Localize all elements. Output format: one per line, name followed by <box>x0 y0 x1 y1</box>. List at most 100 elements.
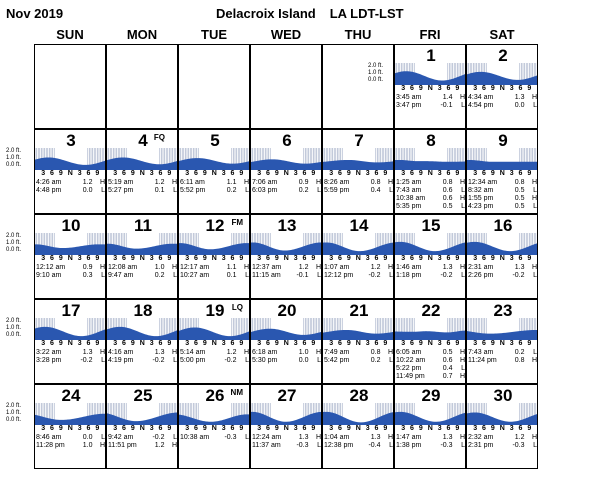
tide-curve <box>467 159 537 170</box>
tide-plot <box>395 148 465 170</box>
tide-type: L <box>317 272 321 279</box>
tide-list: 9:42 am -0.2 L 11:51 pm 1.2 H <box>108 434 177 450</box>
tide-type: L <box>101 187 105 194</box>
tide-row: 1:38 pm -0.3 L <box>396 442 465 450</box>
tide-type: H <box>171 264 177 271</box>
day-number: 15 <box>421 216 441 235</box>
tide-time: 4:48 pm <box>36 187 62 194</box>
tide-list: 7:43 am 0.2 L 11:24 pm 0.8 H <box>468 349 537 365</box>
tide-type: H <box>459 179 465 186</box>
tide-time: 9:42 am <box>108 434 134 441</box>
tide-type: H <box>315 434 321 441</box>
tide-curve <box>179 327 249 340</box>
tide-height: 0.2 <box>514 349 525 356</box>
tide-height: 0.5 <box>442 203 453 210</box>
tide-time: 12:12 pm <box>324 272 354 279</box>
hour-ticks: 3 6 9 N 3 6 9 <box>329 425 389 432</box>
tide-row: 11:24 pm 0.8 H <box>468 357 537 365</box>
tide-row: 4:19 pm -0.2 L <box>108 357 177 365</box>
tide-type: L <box>461 442 465 449</box>
tide-curve <box>395 71 465 85</box>
day-cell-1: 1 3 6 9 N 3 6 9 3:45 am 1.4 H 3:47 pm -0.1 L <box>394 44 466 129</box>
tide-curve <box>179 243 249 255</box>
day-cell-7: 7 3 6 9 N 3 6 9 8:26 am 0.8 H 5:59 pm 0.4 L <box>322 129 394 214</box>
tide-row: 3:28 pm -0.2 L <box>36 357 105 365</box>
tide-row: 5:14 am 1.2 H <box>180 349 249 357</box>
tide-height: -0.2 <box>80 357 93 364</box>
hour-ticks: 3 6 9 N 3 6 9 <box>113 170 173 177</box>
tide-curve <box>251 242 321 255</box>
tide-type: H <box>387 179 393 186</box>
day-number: 16 <box>493 216 513 235</box>
tide-row: 8:32 am 0.5 L <box>468 187 537 195</box>
day-number: 30 <box>493 386 513 405</box>
tide-row: 12:12 pm -0.2 L <box>324 272 393 280</box>
tide-curve <box>179 414 249 425</box>
hour-ticks: 3 6 9 N 3 6 9 <box>401 425 461 432</box>
tide-time: 4:16 am <box>108 349 134 356</box>
tide-height: -0.3 <box>296 442 309 449</box>
tide-time: 12:12 am <box>36 264 66 271</box>
tide-type: L <box>101 434 105 441</box>
tide-list: 1:07 am 1.2 H 12:12 pm -0.2 L <box>324 264 393 280</box>
tide-time: 5:42 pm <box>324 357 350 364</box>
tide-height: 0.5 <box>514 203 525 210</box>
tide-type: H <box>531 94 537 101</box>
tide-height: 0.6 <box>442 357 453 364</box>
day-cell-14: 14 3 6 9 N 3 6 9 1:07 am 1.2 H 12:12 pm -0.2 L <box>322 214 394 299</box>
tide-time: 3:28 pm <box>36 357 62 364</box>
tide-time: 5:22 pm <box>396 365 422 372</box>
weekday-fri: FRI <box>419 27 441 42</box>
tide-type: H <box>243 179 249 186</box>
tide-plot <box>395 403 465 425</box>
tide-time: 6:05 am <box>396 349 422 356</box>
tide-type: H <box>459 264 465 271</box>
tide-curve <box>35 157 105 170</box>
tide-type: L <box>173 187 177 194</box>
hour-ticks: 3 6 9 N 3 6 9 <box>473 425 533 432</box>
hour-ticks: 3 6 9 N 3 6 9 <box>185 425 245 432</box>
y-axis-label: 2.0 ft. <box>6 318 22 324</box>
tide-time: 8:32 am <box>468 187 494 194</box>
state-timezone: LA LDT-LST <box>329 6 404 21</box>
tide-height: 0.0 <box>82 187 93 194</box>
hour-ticks: 3 6 9 N 3 6 9 <box>41 255 101 262</box>
hour-ticks: 3 6 9 N 3 6 9 <box>401 85 461 92</box>
tide-plot <box>35 233 105 255</box>
tide-list: 1:25 am 0.8 H 7:43 am 0.6 L 10:38 am 0.6 H 5:35 p… <box>396 179 465 211</box>
tide-type: H <box>99 264 105 271</box>
tide-time: 2:32 am <box>468 434 494 441</box>
tide-time: 2:31 pm <box>468 442 494 449</box>
tide-plot <box>35 148 105 170</box>
empty-cell <box>322 44 394 129</box>
day-number: 1 <box>426 46 436 65</box>
tide-curve <box>323 242 393 255</box>
month-title: Nov 2019 <box>6 6 64 21</box>
tide-height: 1.3 <box>370 434 381 441</box>
day-cell-26: 26 NM 3 6 9 N 3 6 9 10:38 am -0.3 L <box>178 384 250 469</box>
tide-plot <box>467 233 537 255</box>
tide-height: 0.5 <box>442 349 453 356</box>
tide-curve <box>251 411 321 425</box>
tide-list: 3:45 am 1.4 H 3:47 pm -0.1 L <box>396 94 465 110</box>
empty-cell <box>178 44 250 129</box>
tide-time: 11:28 pm <box>36 442 65 449</box>
day-cell-18: 18 3 6 9 N 3 6 9 4:16 am 1.3 H 4:19 pm -0.2 L <box>106 299 178 384</box>
day-number: 9 <box>498 131 508 150</box>
day-cell-23: 23 3 6 9 N 3 6 9 7:43 am 0.2 L 11:24 pm 0.8 H <box>466 299 538 384</box>
tide-height: 1.3 <box>154 349 165 356</box>
tide-row: 9:47 am 0.2 L <box>108 272 177 280</box>
tide-type: H <box>315 179 321 186</box>
hour-ticks: 3 6 9 N 3 6 9 <box>185 340 245 347</box>
tide-type: L <box>533 349 537 356</box>
day-number: 29 <box>421 386 441 405</box>
tide-row: 12:37 am 1.2 H <box>252 264 321 272</box>
day-number: 21 <box>349 301 369 320</box>
tide-height: 0.0 <box>82 434 93 441</box>
tide-row: 1:25 am 0.8 H <box>396 179 465 187</box>
day-cell-30: 30 3 6 9 N 3 6 9 2:32 am 1.2 H 2:31 pm -0.3 L <box>466 384 538 469</box>
tide-list: 12:12 am 0.9 H 9:10 am 0.3 L <box>36 264 105 280</box>
tide-list: 5:19 am 1.2 H 5:27 pm 0.1 L <box>108 179 177 195</box>
tide-plot <box>35 403 105 425</box>
tide-row: 11:15 am -0.1 L <box>252 272 321 280</box>
